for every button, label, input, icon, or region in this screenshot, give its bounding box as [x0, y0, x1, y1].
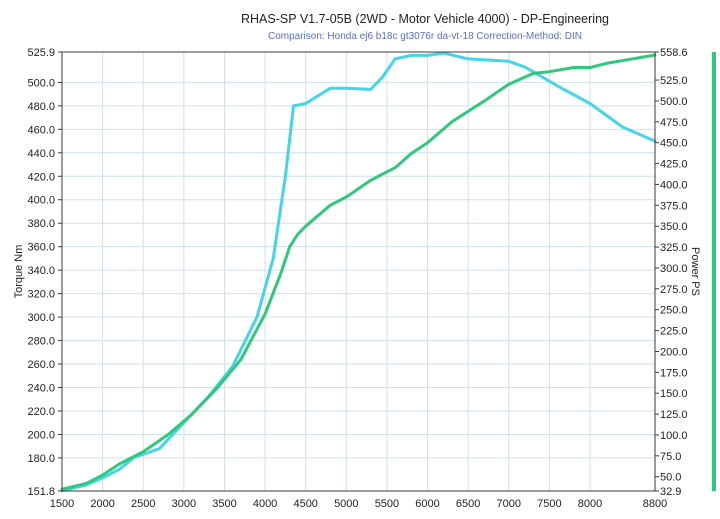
x-tick-label: 2500	[131, 498, 155, 510]
x-tick-label: 3000	[172, 498, 196, 510]
x-tick-label: 6000	[415, 498, 439, 510]
x-tick-labels: 1500 2000 2500 3000 3500 4000 4500 5000 5500 6000…	[50, 498, 667, 510]
y2-tick-label: 300.0	[660, 263, 688, 275]
y-tick-label: 340.0	[27, 265, 55, 277]
y-tick-label: 200.0	[27, 429, 55, 441]
y2-tick-label: 225.0	[660, 326, 688, 338]
y2-tick-label: 350.0	[660, 221, 688, 233]
y2-tick-label: 325.0	[660, 242, 688, 254]
y2-tick-label: 558.6	[660, 47, 688, 59]
y2-tick-label: 200.0	[660, 346, 688, 358]
y2-tick-label: 75.0	[660, 451, 681, 463]
y-tick-label: 320.0	[27, 289, 55, 301]
y2-tick-label: 375.0	[660, 200, 688, 212]
y-tick-label: 300.0	[27, 312, 55, 324]
x-tick-label: 1500	[50, 498, 74, 510]
y-tick-label: 180.0	[27, 453, 55, 465]
y-tick-label: 420.0	[27, 171, 55, 183]
y2-tick-label: 150.0	[660, 388, 688, 400]
y-tick-label: 240.0	[27, 382, 55, 394]
y2-tick-label: 125.0	[660, 409, 688, 421]
series-lines	[60, 51, 657, 493]
grid-lines	[62, 52, 716, 491]
y2-tick-label: 425.0	[660, 159, 688, 171]
y2-tick-label: 475.0	[660, 117, 688, 129]
y2-tick-label: 525.0	[660, 75, 688, 87]
x-tick-label: 5500	[375, 498, 399, 510]
y-tick-label: 525.9	[27, 47, 55, 59]
y-tick-label: 400.0	[27, 195, 55, 207]
power-series-line	[60, 53, 657, 491]
right-edge-bar	[712, 52, 716, 491]
y2-tick-label: 175.0	[660, 367, 688, 379]
y-tick-label: 500.0	[27, 77, 55, 89]
y2-tick-label: 32.9	[660, 486, 681, 498]
y2-tick-label: 400.0	[660, 179, 688, 191]
torque-series-line	[60, 51, 657, 493]
x-tick-label: 4000	[253, 498, 277, 510]
y2-axis-label: Power PS	[689, 247, 701, 296]
y2-tick-label: 450.0	[660, 138, 688, 150]
chart-title: RHAS-SP V1.7-05B (2WD - Motor Vehicle 40…	[241, 12, 609, 26]
y-tick-label: 460.0	[27, 124, 55, 136]
y-tick-label: 480.0	[27, 101, 55, 113]
chart-subtitle: Comparison: Honda ej6 b18c gt3076r da-vt…	[267, 31, 583, 42]
y2-tick-labels: 558.6 525.0 500.0 475.0 450.0 425.0 400.0 375.0…	[655, 47, 688, 498]
plot-frame	[61, 51, 656, 492]
x-tick-label: 7000	[497, 498, 521, 510]
y-tick-label: 151.8	[27, 486, 55, 498]
y-tick-label: 260.0	[27, 359, 55, 371]
x-tick-label: 3500	[212, 498, 236, 510]
x-tick-label: 8800	[643, 498, 667, 510]
y-tick-label: 440.0	[27, 148, 55, 160]
y-tick-label: 380.0	[27, 218, 55, 230]
y-tick-label: 220.0	[27, 406, 55, 418]
x-tick-label: 6500	[456, 498, 480, 510]
y-axis-label: Torque Nm	[13, 245, 25, 299]
y2-tick-label: 275.0	[660, 284, 688, 296]
x-tick-label: 2000	[90, 498, 114, 510]
x-tick-label: 4500	[293, 498, 317, 510]
y-tick-label: 280.0	[27, 336, 55, 348]
x-tick-label: 7500	[537, 498, 561, 510]
y2-tick-label: 250.0	[660, 305, 688, 317]
y-tick-label: 360.0	[27, 242, 55, 254]
y2-tick-label: 500.0	[660, 96, 688, 108]
x-tick-label: 8000	[578, 498, 602, 510]
x-tick-label: 5000	[334, 498, 358, 510]
y2-tick-label: 100.0	[660, 430, 688, 442]
y-tick-labels: 525.9 500.0 480.0 460.0 440.0 420.0 400.0 380.0…	[27, 47, 62, 498]
y2-tick-label: 50.0	[660, 472, 681, 484]
